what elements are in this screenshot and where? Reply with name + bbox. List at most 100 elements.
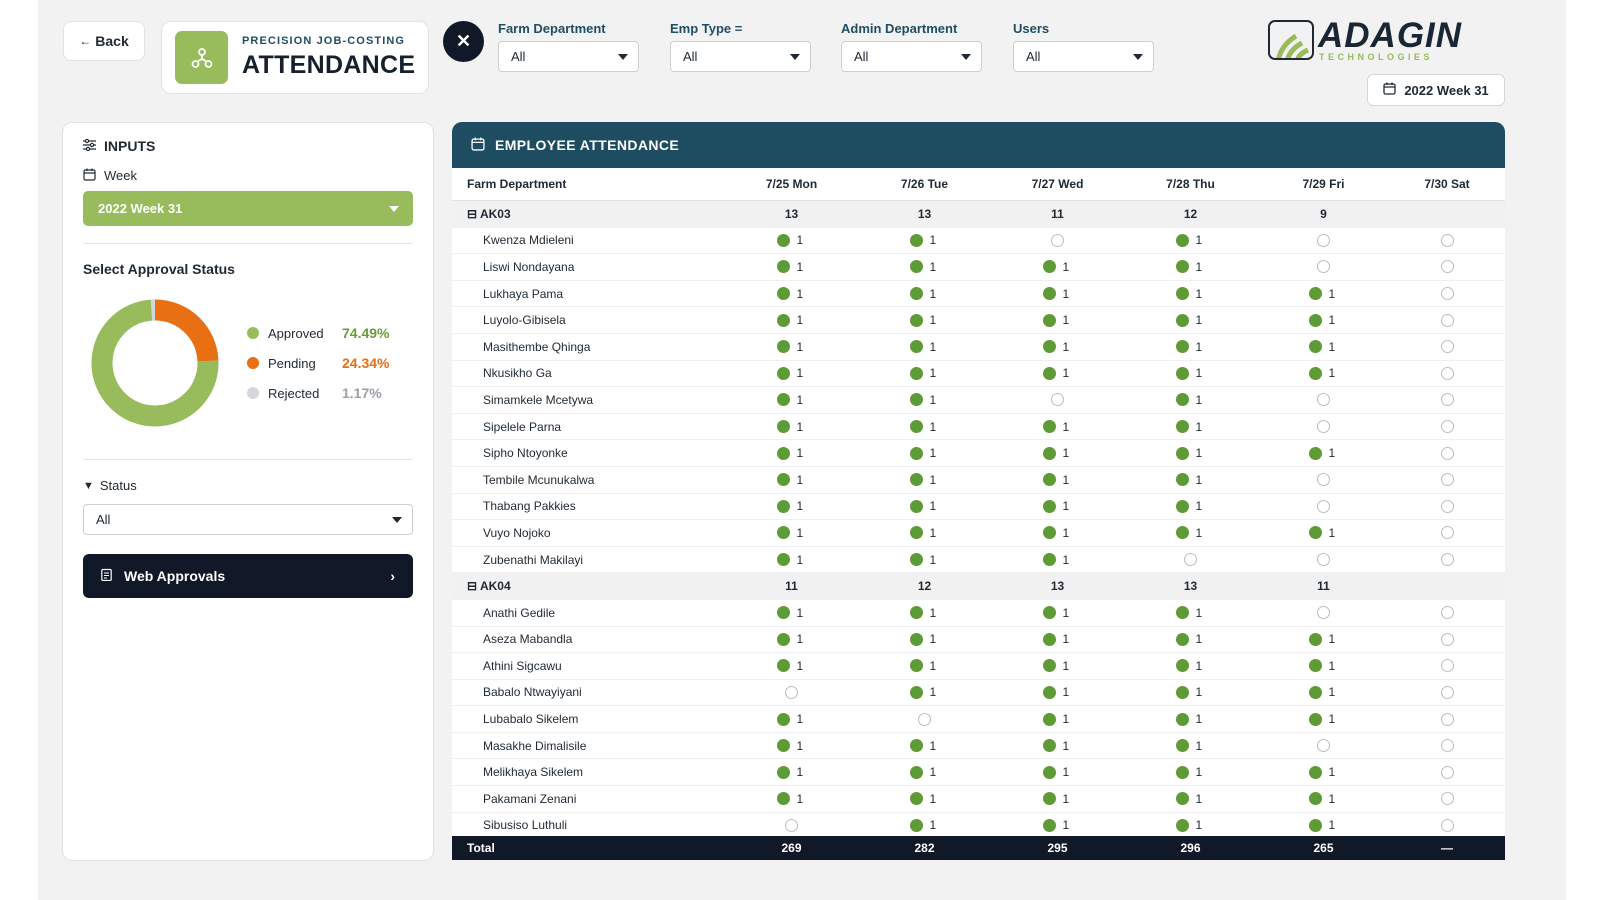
attendance-cell[interactable] [1390, 818, 1504, 832]
attendance-cell[interactable]: 1 [1257, 526, 1390, 540]
attendance-cell[interactable]: 1 [1124, 659, 1257, 673]
table-row[interactable]: Luyolo-Gibisela 1 1 1 1 1 [452, 307, 1505, 334]
table-row[interactable]: Kwenza Mdieleni 1 1 1 [452, 228, 1505, 255]
attendance-cell[interactable]: 1 [858, 792, 991, 806]
attendance-cell[interactable]: 1 [1124, 260, 1257, 274]
attendance-cell[interactable] [1257, 473, 1390, 487]
attendance-cell[interactable]: 1 [1124, 420, 1257, 434]
column-header-day[interactable]: 7/30 Sat [1424, 177, 1470, 191]
attendance-cell[interactable] [1390, 765, 1504, 779]
attendance-cell[interactable]: 1 [725, 526, 858, 540]
attendance-cell[interactable] [1390, 499, 1504, 513]
attendance-cell[interactable] [1257, 393, 1390, 407]
donut-slice-rejected[interactable] [91, 299, 219, 427]
users-select[interactable]: All [1013, 41, 1154, 72]
table-row[interactable]: Simamkele Mcetywa 1 1 1 [452, 387, 1505, 414]
attendance-cell[interactable] [1257, 260, 1390, 274]
table-row[interactable]: Vuyo Nojoko 1 1 1 1 1 [452, 520, 1505, 547]
status-select[interactable]: All [83, 504, 413, 535]
attendance-cell[interactable]: 1 [1124, 366, 1257, 380]
attendance-cell[interactable]: 1 [1124, 818, 1257, 832]
attendance-cell[interactable]: 1 [725, 446, 858, 460]
attendance-cell[interactable]: 1 [1257, 792, 1390, 806]
column-header-day[interactable]: 7/29 Fri [1302, 177, 1345, 191]
group-row-ak04[interactable]: ⊟ AK04 11 12 13 13 11 [452, 573, 1505, 600]
legend-item-pending[interactable]: Pending 24.34% [247, 348, 389, 378]
week-pill-button[interactable]: 2022 Week 31 [1367, 74, 1505, 106]
emp-type-select[interactable]: All [670, 41, 811, 72]
table-row[interactable]: Masithembe Qhinga 1 1 1 1 1 [452, 334, 1505, 361]
attendance-cell[interactable] [1390, 340, 1504, 354]
attendance-cell[interactable]: 1 [991, 366, 1124, 380]
attendance-cell[interactable]: 1 [858, 606, 991, 620]
attendance-cell[interactable]: 1 [1257, 765, 1390, 779]
attendance-cell[interactable]: 1 [1124, 340, 1257, 354]
attendance-cell[interactable]: 1 [991, 553, 1124, 567]
attendance-cell[interactable] [725, 818, 858, 832]
attendance-cell[interactable]: 1 [991, 712, 1124, 726]
attendance-cell[interactable]: 1 [858, 233, 991, 247]
donut-slice-approved[interactable] [91, 299, 219, 427]
attendance-cell[interactable]: 1 [1124, 233, 1257, 247]
attendance-cell[interactable]: 1 [1124, 446, 1257, 460]
attendance-cell[interactable]: 1 [991, 499, 1124, 513]
attendance-cell[interactable] [1390, 712, 1504, 726]
attendance-cell[interactable]: 1 [1257, 340, 1390, 354]
table-row[interactable]: Thabang Pakkies 1 1 1 1 [452, 494, 1505, 521]
table-row[interactable]: Sipelele Parna 1 1 1 1 [452, 414, 1505, 441]
attendance-cell[interactable]: 1 [858, 340, 991, 354]
attendance-cell[interactable]: 1 [1124, 712, 1257, 726]
attendance-cell[interactable] [1257, 606, 1390, 620]
attendance-cell[interactable]: 1 [991, 659, 1124, 673]
attendance-cell[interactable] [1257, 420, 1390, 434]
column-header-farm-department[interactable]: Farm Department [467, 177, 567, 191]
column-header-day[interactable]: 7/28 Thu [1166, 177, 1215, 191]
attendance-cell[interactable] [1257, 233, 1390, 247]
attendance-cell[interactable]: 1 [1124, 526, 1257, 540]
attendance-cell[interactable]: 1 [991, 287, 1124, 301]
attendance-cell[interactable]: 1 [858, 659, 991, 673]
attendance-cell[interactable]: 1 [1124, 792, 1257, 806]
table-row[interactable]: Aseza Mabandla 1 1 1 1 1 [452, 627, 1505, 654]
attendance-cell[interactable]: 1 [1124, 473, 1257, 487]
attendance-cell[interactable] [1390, 606, 1504, 620]
attendance-cell[interactable]: 1 [991, 765, 1124, 779]
attendance-cell[interactable] [991, 233, 1124, 247]
attendance-cell[interactable] [1390, 446, 1504, 460]
table-row[interactable]: Zubenathi Makilayi 1 1 1 [452, 547, 1505, 574]
attendance-cell[interactable]: 1 [1257, 685, 1390, 699]
attendance-cell[interactable] [1390, 260, 1504, 274]
attendance-cell[interactable]: 1 [858, 765, 991, 779]
attendance-cell[interactable]: 1 [1257, 818, 1390, 832]
attendance-cell[interactable]: 1 [725, 473, 858, 487]
attendance-cell[interactable]: 1 [1124, 393, 1257, 407]
attendance-cell[interactable]: 1 [991, 420, 1124, 434]
attendance-cell[interactable]: 1 [725, 233, 858, 247]
attendance-cell[interactable] [1390, 739, 1504, 753]
attendance-cell[interactable]: 1 [858, 287, 991, 301]
attendance-cell[interactable]: 1 [858, 260, 991, 274]
attendance-cell[interactable] [1390, 526, 1504, 540]
attendance-cell[interactable] [1390, 366, 1504, 380]
attendance-cell[interactable]: 1 [1257, 632, 1390, 646]
group-row-ak03[interactable]: ⊟ AK03 13 13 11 12 9 [452, 201, 1505, 228]
attendance-cell[interactable]: 1 [858, 739, 991, 753]
attendance-cell[interactable]: 1 [725, 553, 858, 567]
attendance-cell[interactable]: 1 [1257, 313, 1390, 327]
attendance-cell[interactable]: 1 [1124, 632, 1257, 646]
attendance-cell[interactable]: 1 [991, 685, 1124, 699]
attendance-cell[interactable]: 1 [1257, 366, 1390, 380]
table-row[interactable]: Nkusikho Ga 1 1 1 1 1 [452, 361, 1505, 388]
table-row[interactable]: Liswi Nondayana 1 1 1 1 [452, 254, 1505, 281]
attendance-cell[interactable]: 1 [991, 260, 1124, 274]
table-row[interactable]: Anathi Gedile 1 1 1 1 [452, 600, 1505, 627]
attendance-cell[interactable] [1390, 659, 1504, 673]
approval-donut-chart[interactable] [87, 295, 223, 431]
attendance-cell[interactable]: 1 [858, 499, 991, 513]
attendance-cell[interactable]: 1 [991, 818, 1124, 832]
attendance-cell[interactable] [1390, 287, 1504, 301]
table-row[interactable]: Lubabalo Sikelem 1 1 1 1 [452, 706, 1505, 733]
attendance-cell[interactable]: 1 [725, 632, 858, 646]
attendance-cell[interactable] [1390, 473, 1504, 487]
admin-department-select[interactable]: All [841, 41, 982, 72]
